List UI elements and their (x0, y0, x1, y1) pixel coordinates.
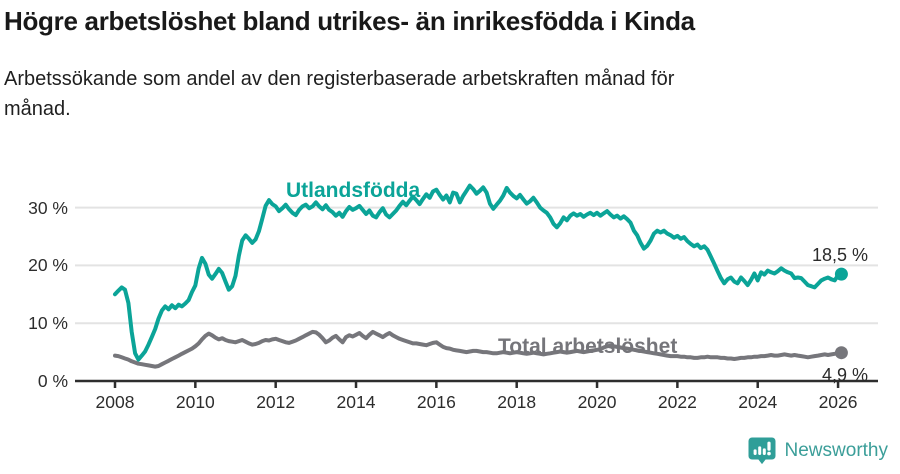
x-axis-label: 2024 (738, 392, 778, 412)
end-value-label-utlandsfodda: 18,5 % (811, 245, 868, 265)
newsworthy-brand-name: Newsworthy (784, 440, 888, 461)
x-axis-label: 2020 (577, 392, 617, 412)
newsworthy-bubble-chart-icon (748, 437, 776, 465)
series-label-total-arbetsloshet: Total arbetslöshet (498, 335, 678, 358)
chart-title: Högre arbetslöshet bland utrikes- än inr… (4, 6, 695, 36)
x-axis-label: 2014 (336, 392, 376, 412)
chart-subtitle: Arbetssökande som andel av den registerb… (4, 64, 864, 124)
y-axis-label: 20 % (28, 255, 68, 276)
end-value-label-total-arbetsloshet: 4,9 % (821, 365, 868, 385)
x-axis-label: 2010 (175, 392, 215, 412)
series-end-dot (834, 346, 848, 360)
series-line-utlandsf-dda (113, 183, 844, 362)
x-axis-label: 2008 (95, 392, 135, 412)
newsworthy-logo: Newsworthy (747, 436, 888, 466)
x-axis-label: 2026 (818, 392, 858, 412)
y-axis-label: 30 % (28, 197, 68, 218)
y-axis-label: 10 % (28, 313, 68, 334)
y-axis-label: 0 % (37, 371, 68, 391)
series-end-dot (834, 267, 848, 281)
x-axis-label: 2022 (657, 392, 697, 412)
chart-subtitle-line-2: månad. (4, 98, 71, 120)
x-axis-label: 2012 (256, 392, 296, 412)
chart-subtitle-line-1: Arbetssökande som andel av den registerb… (4, 68, 675, 90)
series-line-total-arbetsl-shet (113, 329, 844, 369)
series-label-utlandsfodda: Utlandsfödda (286, 179, 421, 202)
x-axis-label: 2018 (497, 392, 537, 412)
x-axis-label: 2016 (416, 392, 456, 412)
